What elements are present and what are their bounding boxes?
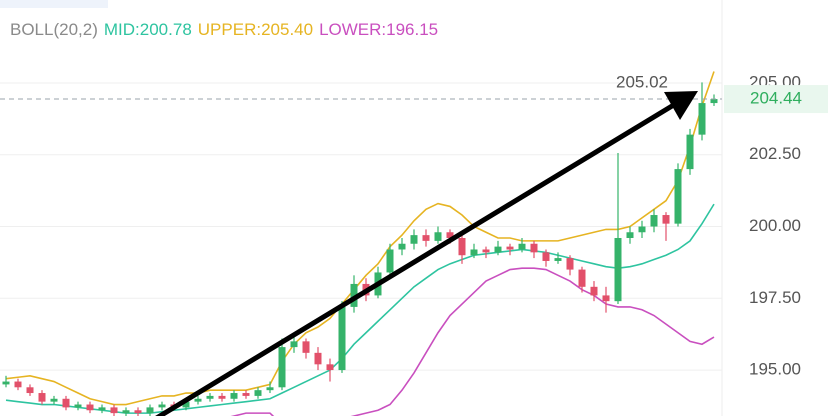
arrow-head: [664, 91, 698, 120]
overlay: 195.00197.50200.00202.50205.00204.44205.…: [0, 72, 828, 379]
grid: [0, 82, 722, 371]
last-price-box: [724, 85, 828, 114]
candle-body: [434, 232, 442, 241]
y-tick-label: 202.50: [749, 144, 801, 163]
candle-body: [218, 395, 226, 399]
legend: BOLL(20,2) MID:200.78 UPPER:205.40 LOWER:1…: [10, 20, 438, 40]
candle-body: [446, 232, 454, 239]
candle-body: [266, 387, 274, 391]
candle-body: [482, 249, 490, 253]
arrow-shaft: [155, 103, 675, 416]
candle-body: [158, 404, 166, 408]
y-tick-label: 200.00: [749, 216, 801, 235]
candle-body: [698, 103, 706, 135]
candle-body: [530, 243, 538, 253]
candle-body: [422, 235, 430, 241]
candle-body: [686, 134, 694, 170]
candle-body: [506, 246, 514, 250]
candle-body: [278, 347, 286, 388]
candle-body: [230, 393, 238, 399]
candle-body: [86, 404, 94, 411]
candle-body: [590, 286, 598, 296]
indicator-name: BOLL(20,2): [10, 20, 98, 39]
candle-body: [194, 398, 202, 402]
candle-body: [614, 238, 622, 302]
candle-body: [650, 215, 658, 227]
candle-body: [398, 243, 406, 250]
candle-body: [638, 226, 646, 233]
candle-body: [50, 398, 58, 402]
candle-body: [122, 410, 130, 414]
candle-body: [554, 258, 562, 261]
candle-body: [326, 364, 334, 371]
candle-body: [518, 243, 526, 250]
candle-body: [146, 407, 154, 414]
candle-body: [26, 387, 34, 394]
candle-body: [458, 238, 466, 256]
candle-body: [338, 306, 346, 371]
candle-body: [110, 407, 118, 414]
candle-body: [2, 381, 10, 385]
candle-body: [14, 381, 22, 388]
bollinger-band: [5, 71, 715, 406]
y-tick-label: 195.00: [749, 360, 801, 379]
candle-body: [662, 215, 670, 224]
candle-body: [602, 295, 610, 302]
candle-body: [206, 395, 214, 399]
legend-entry: MID:200.78: [103, 20, 192, 39]
bollinger-band: [230, 267, 715, 416]
candle-body: [242, 393, 250, 396]
candle-body: [578, 269, 586, 287]
candle-body: [494, 246, 502, 253]
candle-body: [314, 352, 322, 365]
candle-body: [470, 249, 478, 256]
candle-body: [566, 258, 574, 270]
y-tick-label: 197.50: [749, 288, 801, 307]
candle-body: [38, 393, 46, 402]
candle-body: [710, 99, 718, 104]
trend-arrow: [155, 91, 698, 416]
candle-body: [74, 404, 82, 408]
legend-entry: UPPER:205.40: [197, 20, 314, 39]
candle-body: [386, 249, 394, 273]
tab-hint: [0, 0, 108, 8]
candle-body: [302, 341, 310, 353]
candle-body: [62, 398, 70, 408]
candle-body: [182, 401, 190, 408]
plot-area: [2, 71, 718, 416]
last-price-label: 204.44: [750, 89, 802, 108]
candle-body: [98, 407, 106, 411]
legend-entry: LOWER:196.15: [319, 20, 439, 39]
candle-body: [290, 341, 298, 348]
candle-body: [410, 235, 418, 244]
bollinger-band: [5, 203, 715, 414]
candle-body: [350, 283, 358, 307]
candle-body: [626, 232, 634, 239]
candle-body: [674, 169, 682, 224]
candle-body: [542, 252, 550, 261]
candle-body: [134, 410, 142, 414]
high-marker-label: 205.02: [616, 72, 668, 91]
candle-body: [254, 390, 262, 396]
